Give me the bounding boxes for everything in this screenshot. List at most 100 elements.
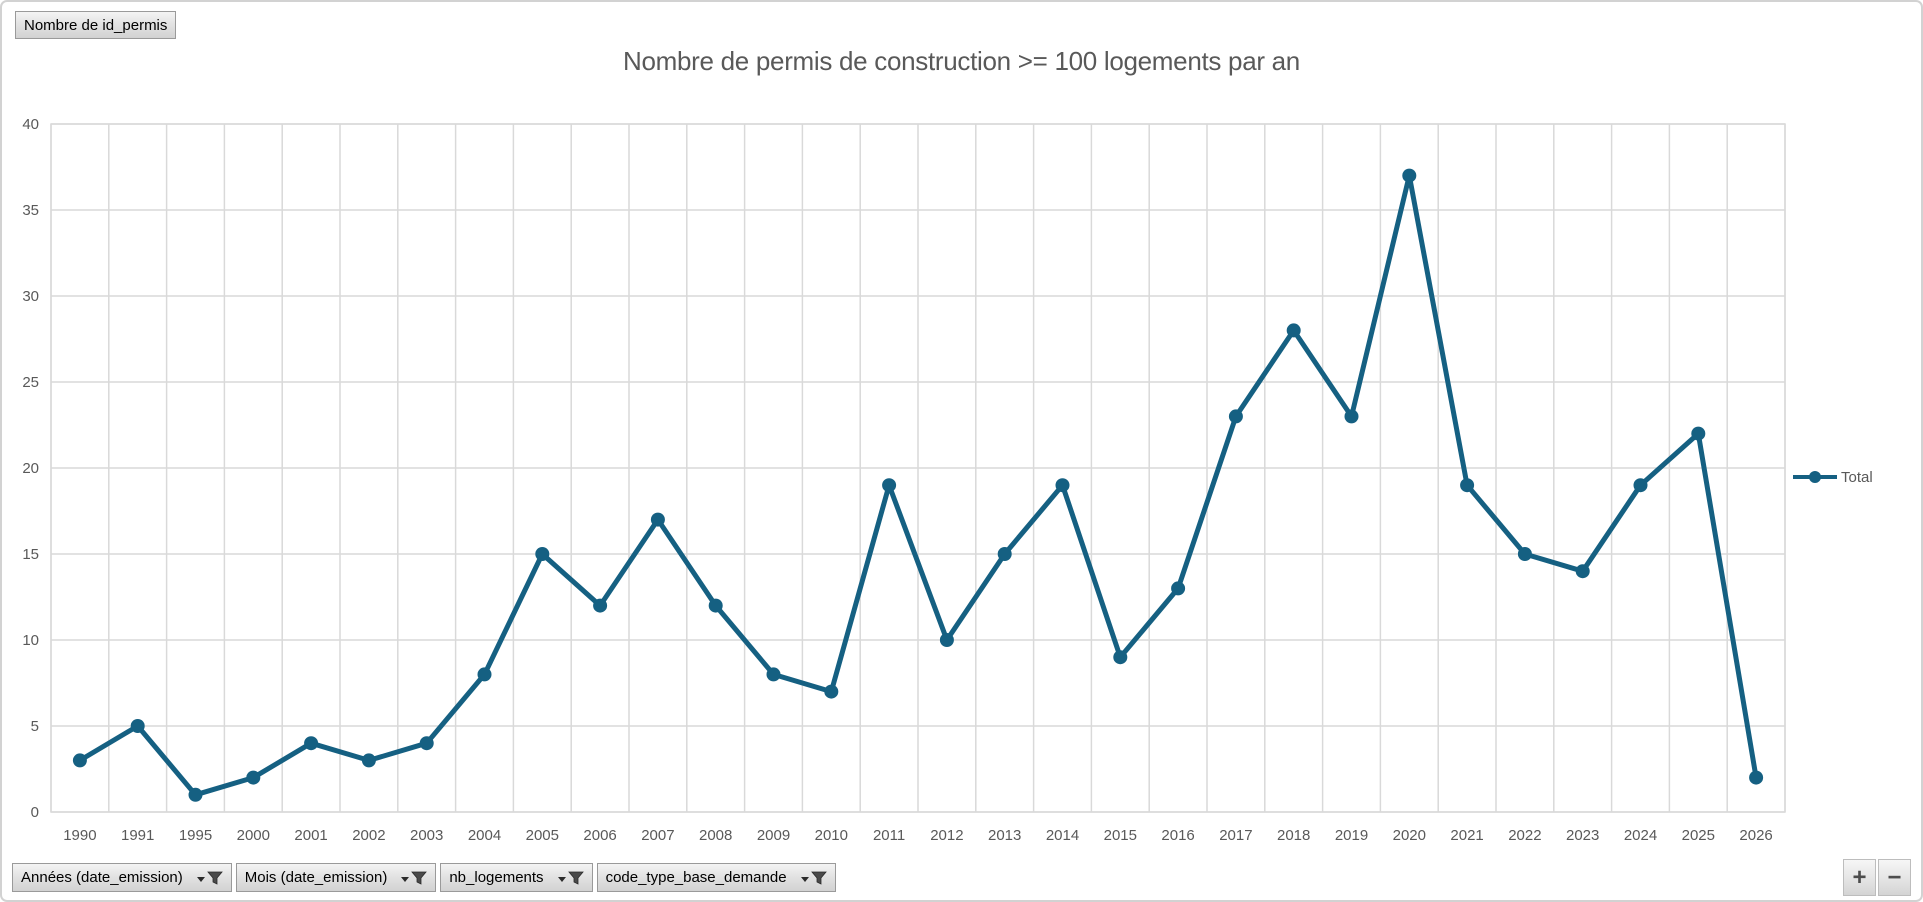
pivot-value-field-label: Nombre de id_permis [24, 16, 168, 34]
legend[interactable]: Total [1791, 468, 1873, 486]
drill-button-group: + − [1843, 859, 1911, 896]
legend-label: Total [1841, 468, 1873, 486]
field-button-mois-date-emission[interactable]: Mois (date_emission) [235, 863, 437, 892]
x-axis-tick-label: 2010 [815, 827, 848, 844]
drill-expand-button[interactable]: + [1843, 859, 1876, 896]
y-axis-tick-label: 25 [22, 374, 39, 391]
data-point-marker[interactable] [939, 633, 954, 647]
data-point-marker[interactable] [535, 547, 550, 561]
data-point-marker[interactable] [1171, 581, 1186, 596]
x-axis-tick-label: 2026 [1739, 827, 1772, 844]
field-button-label: code_type_base_demande [605, 869, 787, 886]
data-point-marker[interactable] [1055, 478, 1070, 493]
data-point-marker[interactable] [1460, 478, 1475, 493]
data-point-marker[interactable] [246, 770, 261, 785]
data-point-marker[interactable] [304, 736, 319, 751]
y-axis-tick-label: 20 [22, 460, 39, 477]
filter-funnel-icon [810, 871, 827, 885]
x-axis-tick-label: 2000 [237, 827, 270, 844]
data-point-marker[interactable] [1691, 426, 1706, 441]
data-point-marker[interactable] [419, 736, 434, 751]
x-axis-tick-label: 1990 [63, 827, 96, 844]
x-axis-tick-label: 2021 [1450, 827, 1483, 844]
dropdown-arrow-icon [196, 876, 205, 882]
data-point-marker[interactable] [708, 598, 723, 613]
data-point-marker[interactable] [130, 719, 145, 733]
field-button-label: Années (date_emission) [21, 869, 183, 886]
x-axis-tick-label: 2017 [1219, 827, 1252, 844]
x-axis-tick-label: 2016 [1161, 827, 1194, 844]
dropdown-arrow-icon [557, 876, 566, 882]
x-axis-tick-label: 1995 [179, 827, 212, 844]
field-button-label: Mois (date_emission) [244, 869, 388, 886]
filter-funnel-icon [206, 871, 223, 885]
dropdown-arrow-icon [800, 876, 809, 882]
plot-border [50, 123, 1786, 813]
x-axis-tick-label: 2001 [294, 827, 327, 844]
pivot-field-button-row: Années (date_emission) Mois (date_emissi… [12, 863, 836, 892]
drill-collapse-button[interactable]: − [1878, 859, 1911, 896]
data-point-marker[interactable] [1402, 168, 1417, 183]
data-point-marker[interactable] [1517, 547, 1532, 561]
data-point-marker[interactable] [1633, 478, 1648, 493]
data-point-marker[interactable] [1749, 770, 1764, 785]
x-axis-tick-label: 2012 [930, 827, 963, 844]
x-axis-tick-label: 2020 [1393, 827, 1426, 844]
y-axis-tick-label: 10 [22, 632, 39, 649]
dropdown-arrow-icon [401, 876, 410, 882]
x-axis-tick-label: 2005 [526, 827, 559, 844]
x-axis-tick-label: 2003 [410, 827, 443, 844]
x-axis-tick-label: 2002 [352, 827, 385, 844]
data-point-marker[interactable] [188, 787, 203, 802]
y-axis-tick-label: 15 [22, 546, 39, 563]
y-axis-tick-label: 35 [22, 202, 39, 219]
field-button-annees-date-emission[interactable]: Années (date_emission) [12, 863, 232, 892]
filter-funnel-icon [411, 871, 428, 885]
data-point-marker[interactable] [882, 478, 897, 493]
x-axis-tick-label: 2011 [873, 827, 905, 844]
plus-icon: + [1852, 863, 1867, 891]
x-axis-tick-label: 2019 [1335, 827, 1368, 844]
x-axis-tick-label: 2013 [988, 827, 1021, 844]
series-line-total[interactable] [77, 173, 1759, 798]
x-axis-tick-label: 2009 [757, 827, 790, 844]
data-point-marker[interactable] [824, 684, 839, 699]
data-point-marker[interactable] [1575, 564, 1590, 579]
data-point-marker[interactable] [766, 667, 781, 682]
chart-title: Nombre de permis de construction >= 100 … [623, 46, 1300, 76]
data-point-marker[interactable] [72, 753, 87, 768]
data-point-marker[interactable] [361, 753, 376, 768]
x-axis-tick-label: 2025 [1682, 827, 1715, 844]
data-point-marker[interactable] [1113, 650, 1128, 665]
x-axis-tick-label: 2014 [1046, 827, 1079, 844]
data-point-marker[interactable] [997, 547, 1012, 561]
x-axis-tick-label: 2018 [1277, 827, 1310, 844]
x-axis-tick-label: 2024 [1624, 827, 1657, 844]
x-axis-tick-label: 2022 [1508, 827, 1541, 844]
x-axis-tick-label: 2007 [641, 827, 674, 844]
minus-icon: − [1887, 863, 1902, 891]
legend-marker-icon [1793, 471, 1837, 483]
data-point-marker[interactable] [593, 598, 608, 613]
x-axis-tick-label: 2023 [1566, 827, 1599, 844]
x-axis-tick-label: 2004 [468, 827, 501, 844]
x-axis-tick-label: 1991 [121, 827, 154, 844]
y-axis-tick-label: 40 [22, 116, 39, 133]
field-button-nb-logements[interactable]: nb_logements [440, 863, 593, 892]
data-point-marker[interactable] [1228, 409, 1243, 424]
x-axis-tick-label: 2006 [583, 827, 616, 844]
data-point-marker[interactable] [1286, 323, 1301, 338]
y-axis-tick-label: 0 [31, 804, 39, 821]
pivot-value-field-button[interactable]: Nombre de id_permis [15, 11, 177, 39]
y-axis-tick-label: 5 [31, 718, 39, 735]
data-point-marker[interactable] [1344, 409, 1359, 424]
x-axis-tick-label: 2008 [699, 827, 732, 844]
x-axis-tick-label: 2015 [1104, 827, 1137, 844]
field-button-code-type-base-demande[interactable]: code_type_base_demande [596, 863, 836, 892]
data-point-marker[interactable] [650, 512, 665, 527]
y-axis-tick-label: 30 [22, 288, 39, 305]
field-button-label: nb_logements [449, 869, 544, 886]
data-point-marker[interactable] [477, 667, 492, 682]
